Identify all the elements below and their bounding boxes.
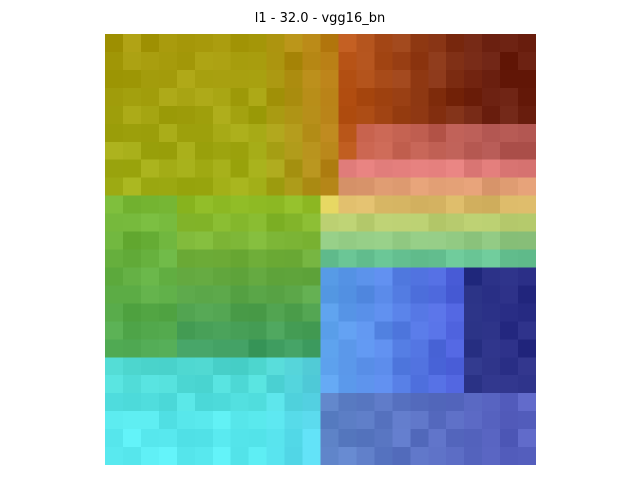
pixelated-heatmap: [105, 34, 536, 465]
figure-title: l1 - 32.0 - vgg16_bn: [254, 11, 386, 26]
saliency-image: [105, 34, 536, 465]
